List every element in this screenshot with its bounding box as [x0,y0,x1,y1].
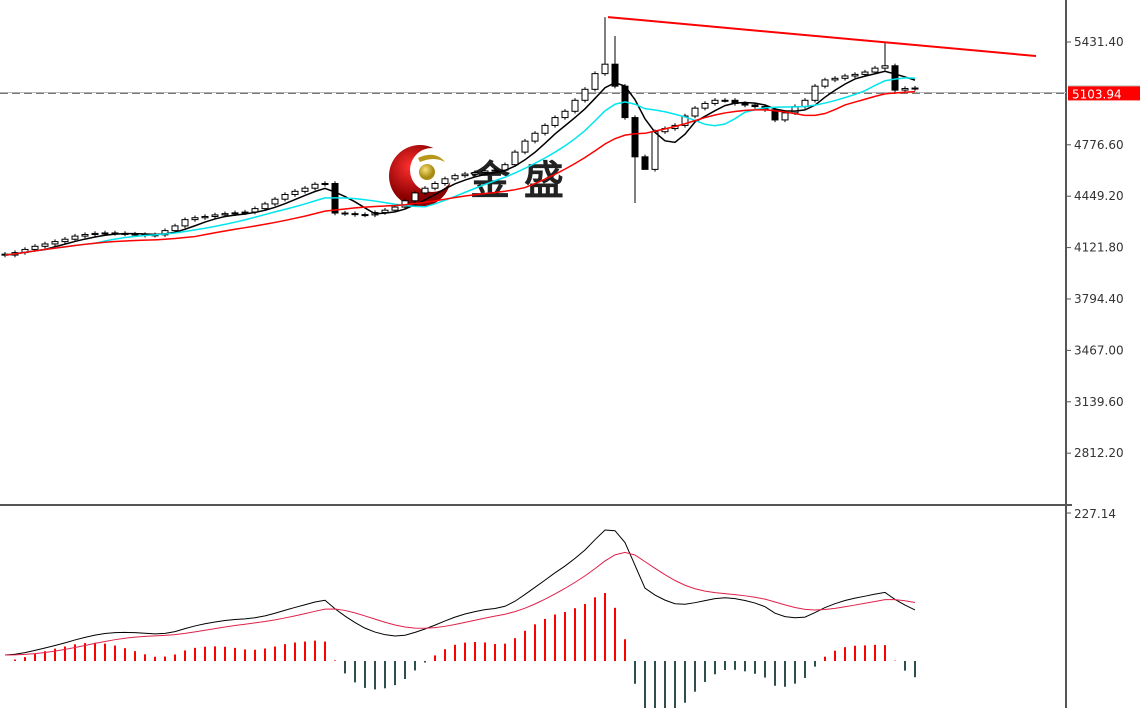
bull-candle [271,198,279,205]
bull-candle [511,151,519,166]
bull-candle [881,65,889,69]
macd-histogram [14,592,916,708]
logo-gold-arc [418,154,445,162]
bull-candle [721,99,729,102]
price-tick-label: 4449.20 [1074,189,1124,203]
trendline [607,16,1037,58]
bull-candle [601,63,609,75]
bull-candle [81,234,89,237]
bear-candle [891,65,899,91]
bull-candle [701,102,709,109]
bull-candle [901,88,909,91]
bear-candle [771,109,779,121]
bear-candle [351,213,359,216]
bear-candle [341,212,349,215]
current-price-label: 5103.94 [1072,87,1122,101]
price-tick-label: 4121.80 [1074,241,1124,255]
bull-candle [851,73,859,77]
bear-candle [631,117,639,158]
bull-candle [51,241,59,245]
bull-candle [441,178,449,185]
bull-candle [31,245,39,250]
price-tick-label: 4776.60 [1074,138,1124,152]
price-tick-label: 2812.20 [1074,446,1124,460]
bull-candle [461,173,469,177]
bull-candle [411,192,419,202]
bull-candle [211,214,219,217]
ma-5-line [4,70,916,256]
bull-candle [541,124,549,134]
bull-candle [781,112,789,121]
bull-candle [71,235,79,240]
bull-candle [571,99,579,112]
macd-signal-line [4,551,916,656]
bull-candle [681,115,689,126]
bull-candle [531,132,539,142]
price-tick-label: 3794.40 [1074,292,1124,306]
bull-candle [871,67,879,73]
bull-candle [841,75,849,79]
bull-candle [231,212,239,215]
bull-candle [591,73,599,90]
bull-candle [311,183,319,189]
indicator-top-label: 227.14 [1074,507,1116,521]
bear-candle [361,214,369,217]
ma-20-line [4,90,916,256]
bull-candle [261,203,269,210]
bull-candle [61,238,69,243]
bull-candle [201,215,209,219]
bear-candle [611,63,619,87]
bear-candle [751,104,759,108]
bull-candle [831,77,839,81]
bull-candle [391,206,399,211]
bull-candle [861,71,869,75]
current-price-label-bg [1068,86,1140,101]
bull-candle [561,110,569,119]
bull-candle [171,225,179,232]
bull-candle [821,79,829,87]
bull-candle [581,88,589,101]
bull-candle [551,117,559,126]
bull-candle [521,140,529,153]
bull-candle [471,172,479,175]
bull-candle [281,193,289,200]
ma-10-line [4,77,916,256]
bull-candle [241,211,249,214]
bull-candle [911,87,919,90]
bull-candle [91,232,99,236]
bull-candle [431,183,439,189]
bull-candle [451,175,459,180]
bull-candle [811,85,819,101]
bull-candle [651,131,659,170]
macd-line [4,529,916,656]
price-tick-label: 5431.40 [1074,35,1124,49]
price-tick-label: 3467.00 [1074,343,1124,357]
candles [1,17,919,258]
bull-candle [181,219,189,227]
bull-candle [481,170,489,174]
bull-candle [291,190,299,195]
bull-candle [491,169,499,172]
bull-candle [691,107,699,117]
bull-candle [41,243,49,247]
bull-candle [711,99,719,104]
bull-candle [421,187,429,194]
price-tick-label: 3139.60 [1074,395,1124,409]
bull-candle [221,213,229,216]
bear-candle [741,102,749,106]
bear-candle [641,156,649,170]
bull-candle [101,232,109,235]
bull-candle [191,217,199,221]
logo-gold-ball [419,164,435,180]
bull-candle [301,187,309,192]
bull-candle [321,183,329,186]
